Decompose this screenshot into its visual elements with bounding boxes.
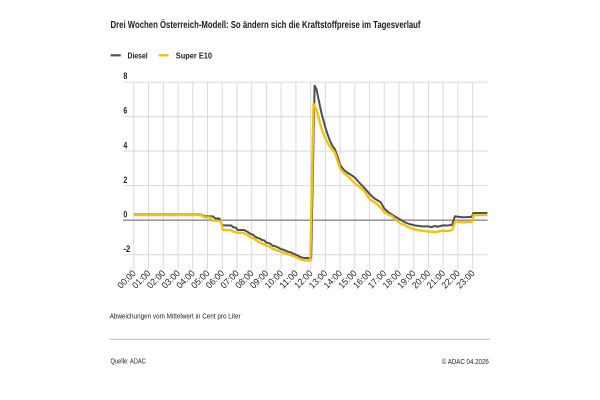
svg-text:Diesel: Diesel <box>128 51 148 60</box>
svg-text:Drei Wochen Österreich-Modell:: Drei Wochen Österreich-Modell: So ändern… <box>111 18 421 31</box>
svg-text:Abweichungen vom Mittelwert in: Abweichungen vom Mittelwert in Cent pro … <box>110 312 241 321</box>
svg-text:Quelle: ADAC: Quelle: ADAC <box>111 357 147 366</box>
svg-text:Super E10: Super E10 <box>176 51 213 60</box>
svg-text:© ADAC 04.2026: © ADAC 04.2026 <box>442 357 489 366</box>
svg-text:0: 0 <box>123 209 127 220</box>
svg-text:2: 2 <box>123 175 127 186</box>
svg-text:-2: -2 <box>123 244 130 255</box>
svg-text:4: 4 <box>123 140 127 151</box>
svg-text:6: 6 <box>123 106 127 117</box>
svg-text:8: 8 <box>123 71 127 82</box>
